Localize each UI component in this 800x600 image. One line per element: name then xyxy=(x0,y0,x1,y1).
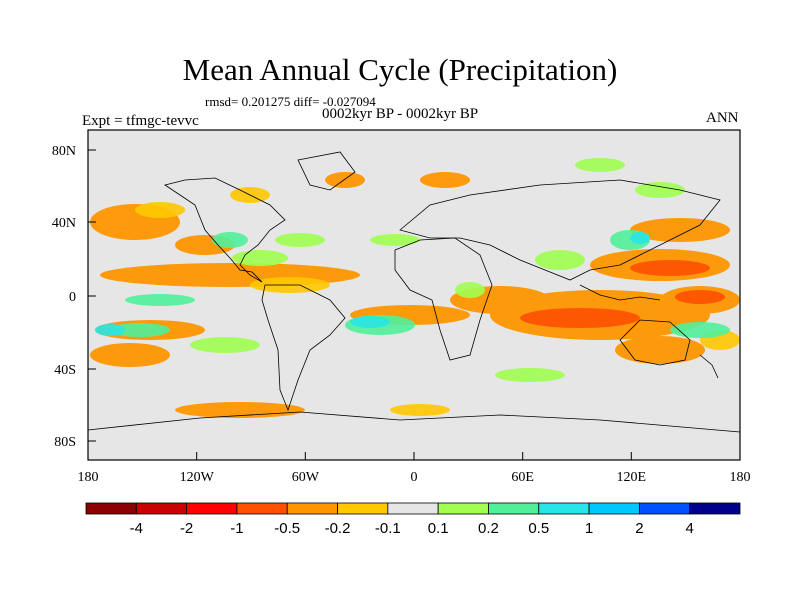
stats-line: rmsd= 0.201275 diff= -0.027094 xyxy=(205,94,376,109)
colorbar-label: 1 xyxy=(585,520,593,537)
colorbar-swatch xyxy=(638,502,691,515)
lat-tick-label: 0 xyxy=(69,290,76,305)
colorbar-swatch xyxy=(387,502,439,515)
experiment-label: Expt = tfmgc-tevvc xyxy=(82,113,199,129)
colorbar-swatch xyxy=(437,502,489,515)
colorbar-label: -2 xyxy=(180,520,193,537)
colorbar: -4 -2 -1 -0.5 -0.2 -0.1 0.1 0.2 0.5 1 2 4 xyxy=(85,502,741,537)
colorbar-swatch xyxy=(689,502,741,515)
colorbar-swatch xyxy=(588,502,640,515)
colorbar-label: 4 xyxy=(686,520,694,537)
colorbar-label: -4 xyxy=(130,520,143,537)
page-title: Mean Annual Cycle (Precipitation) xyxy=(182,52,618,87)
colorbar-swatch xyxy=(286,502,338,515)
period-line: 0002kyr BP - 0002kyr BP xyxy=(322,106,479,122)
lon-tick-label: 0 xyxy=(411,470,418,485)
colorbar-swatch xyxy=(538,502,590,515)
colorbar-label: -1 xyxy=(230,520,243,537)
colorbar-swatch xyxy=(85,502,137,515)
colorbar-label: -0.5 xyxy=(274,520,300,537)
lon-tick-label: 180 xyxy=(78,470,99,485)
lon-tick-label: 120W xyxy=(180,470,215,485)
colorbar-label: 0.1 xyxy=(428,520,449,537)
colorbar-swatch xyxy=(488,502,540,515)
lat-tick-label: 40N xyxy=(52,216,76,231)
colorbar-label: -0.1 xyxy=(375,520,401,537)
colorbar-swatch xyxy=(236,502,288,515)
colorbar-swatch xyxy=(135,502,188,515)
lon-tick-label: 120E xyxy=(617,470,647,485)
colorbar-label: 2 xyxy=(635,520,643,537)
colorbar-label: 0.2 xyxy=(478,520,499,537)
colorbar-swatch xyxy=(337,502,389,515)
colorbar-label: -0.2 xyxy=(325,520,351,537)
season-label: ANN xyxy=(706,110,739,126)
colorbar-swatch xyxy=(186,502,238,515)
lon-tick-label: 60E xyxy=(511,470,534,485)
colorbar-label: 0.5 xyxy=(528,520,549,537)
lon-tick-label: 180 xyxy=(730,470,751,485)
anomaly-field xyxy=(90,158,740,418)
coastlines xyxy=(88,151,740,433)
lat-tick-label: 80S xyxy=(54,435,76,450)
lat-tick-label: 80N xyxy=(52,144,76,159)
lat-tick-label: 40S xyxy=(54,363,76,378)
lon-tick-label: 60W xyxy=(292,470,320,485)
